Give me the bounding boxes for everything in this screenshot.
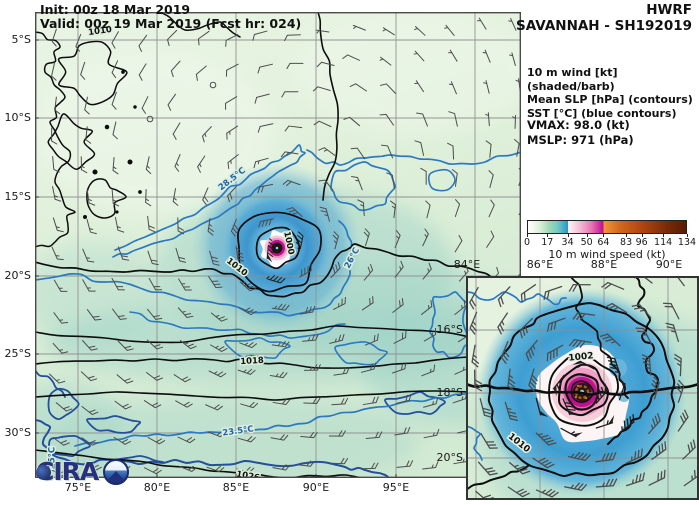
colorbar-tick-label: 50	[580, 237, 593, 248]
colorbar-tick-label: 17	[541, 237, 554, 248]
inset-lon-tick-label: 88°E	[590, 258, 618, 271]
title-block: HWRF SAVANNAH - SH192019	[516, 2, 692, 34]
cira-logo-text: CIRA	[36, 457, 99, 486]
inset-lat-tick-label: 18°S	[436, 386, 463, 399]
inset-lat-tick-label: 20°S	[436, 451, 463, 464]
legend-wind: 10 m wind [kt] (shaded/barb)	[527, 66, 618, 93]
inset-lat-tick-label: 16°S	[436, 323, 463, 336]
colorbar-tick-label: 114	[654, 237, 673, 248]
vmax-value: VMAX: 98.0 (kt)	[527, 118, 630, 132]
cira-logo: CIRA	[36, 457, 130, 486]
colorbar-tick-label: 134	[677, 237, 697, 248]
run-time-block: Init: 00z 18 Mar 2019 Valid: 00z 19 Mar …	[40, 3, 301, 31]
inset-lon-tick-label: 90°E	[655, 258, 683, 271]
inset-lon-tick-label: 84°E	[453, 258, 481, 271]
init-time-label: Init: 00z 18 Mar 2019	[40, 2, 191, 17]
contour-label: 1010	[88, 25, 113, 38]
lon-tick-label: 75°E	[64, 481, 92, 494]
colorbar-tick-mark	[641, 234, 643, 237]
colorbar-tick-label: 34	[561, 237, 574, 248]
colorbar-tick-mark	[663, 234, 665, 237]
colorbar-tick-label: 96	[635, 237, 648, 248]
contour-label: 1018	[240, 356, 264, 367]
storm-name: SAVANNAH - SH192019	[516, 17, 692, 34]
legend-sst: SST [°C] (blue contours)	[527, 106, 677, 120]
lat-tick-label: 15°S	[4, 190, 31, 203]
legend-block: 10 m wind [kt] (shaded/barb) Mean SLP [h…	[527, 66, 699, 120]
colorbar-tick-mark	[527, 234, 528, 237]
lat-tick-label: 10°S	[4, 111, 31, 124]
storm-stats-block: VMAX: 98.0 (kt) MSLP: 971 (hPa)	[527, 118, 634, 147]
rammb-logo-icon	[103, 458, 130, 485]
lat-tick-label: 20°S	[4, 269, 31, 282]
lat-tick-label: 5°S	[11, 33, 31, 46]
colorbar-label: 10 m wind speed (kt)	[548, 248, 666, 261]
colorbar-tick-label: 64	[597, 237, 610, 248]
colorbar-tick-mark	[586, 234, 588, 237]
legend-slp: Mean SLP [hPa] (contours)	[527, 93, 693, 106]
lon-tick-label: 80°E	[143, 481, 171, 494]
lon-tick-label: 85°E	[222, 481, 250, 494]
colorbar-tick-mark	[547, 234, 549, 237]
contour-label: 1026	[235, 470, 260, 478]
colorbar-tick-mark	[687, 234, 688, 237]
colorbar-tick-label: 83	[620, 237, 633, 248]
lat-tick-label: 30°S	[4, 426, 31, 439]
contour-label: 25°C	[48, 447, 58, 469]
valid-time-label: Valid: 00z 19 Mar 2019 (Fcst hr: 024)	[40, 16, 302, 31]
mslp-value: MSLP: 971 (hPa)	[527, 132, 634, 147]
colorbar-tick-mark	[603, 234, 605, 237]
colorbar-tick-mark	[626, 234, 628, 237]
lon-tick-label: 90°E	[302, 481, 330, 494]
globe-icon	[36, 465, 51, 480]
colorbar-tick-mark	[567, 234, 569, 237]
lon-tick-label: 95°E	[382, 481, 410, 494]
inset-lon-tick-label: 86°E	[526, 258, 554, 271]
colorbar-tick-label: 0	[523, 237, 531, 248]
wind-speed-colorbar	[527, 220, 687, 234]
contour-label: 1002	[568, 351, 594, 364]
lat-tick-label: 25°S	[4, 347, 31, 360]
model-name: HWRF	[646, 2, 692, 18]
